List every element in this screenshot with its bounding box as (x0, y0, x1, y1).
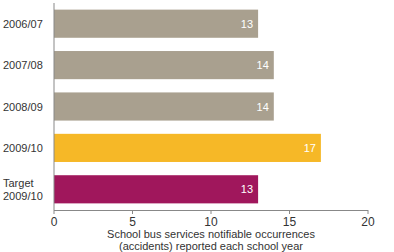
x-tick (132, 210, 133, 214)
x-tick-label: 10 (204, 215, 218, 229)
x-tick-label: 15 (283, 215, 297, 229)
category-label: 2006/07 (3, 18, 43, 30)
data-label: 13 (241, 183, 253, 195)
x-tick (54, 210, 55, 214)
bar (54, 175, 258, 203)
bar (54, 134, 321, 162)
category-label: 2008/09 (3, 101, 43, 113)
category-label: Target2009/10 (3, 177, 43, 202)
data-label: 13 (241, 18, 253, 30)
x-tick-label: 0 (51, 215, 58, 229)
bar (54, 92, 274, 120)
bar (54, 51, 274, 79)
data-label: 14 (257, 59, 269, 71)
x-tick (211, 210, 212, 214)
x-tick-label: 5 (129, 215, 136, 229)
x-tick (368, 210, 369, 214)
y-axis-line (54, 3, 55, 210)
chart: 13 2006/07 14 2007/08 14 2008/09 17 2009/10 13 Ta… (0, 0, 394, 252)
bar (54, 10, 258, 38)
bars (54, 10, 321, 204)
x-tick-label: 20 (361, 215, 375, 229)
category-label: 2007/08 (3, 59, 43, 71)
x-axis-label: School bus services notifiable occurrenc… (107, 228, 315, 252)
category-label: 2009/10 (3, 142, 43, 154)
x-tick (289, 210, 290, 214)
labels: 13 2006/07 14 2007/08 14 2008/09 17 2009/10 13 Ta… (3, 18, 316, 202)
data-label: 14 (257, 101, 269, 113)
data-label: 17 (304, 142, 316, 154)
